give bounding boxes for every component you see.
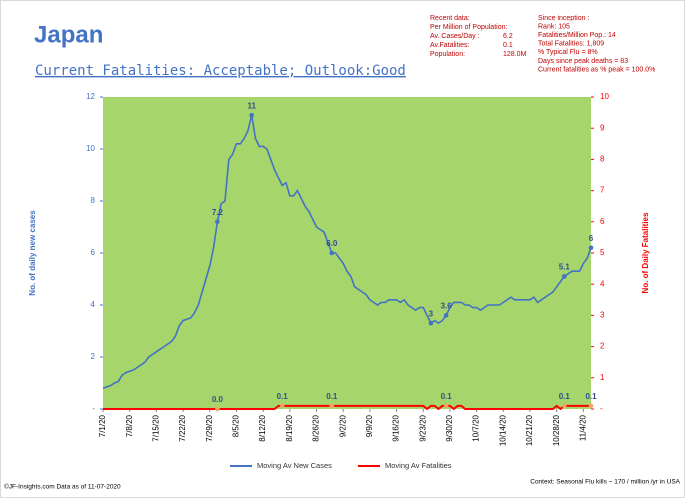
data-point (562, 403, 567, 409)
y-tick-label: 10 (86, 144, 95, 153)
chart-subtitle: Current Fatalities: Acceptable; Outlook:… (35, 63, 406, 79)
y2-tick-label: 7 (600, 186, 605, 195)
data-point (329, 250, 335, 256)
chart-title: Japan (34, 21, 103, 48)
y2-tick-label: 1 (600, 373, 605, 382)
y2-tick-label: 10 (600, 92, 609, 101)
series-line (103, 404, 591, 411)
x-tick-label: 8/19/20 (285, 414, 294, 441)
y2-tick-label: 9 (600, 123, 605, 132)
info-text: Population: (430, 51, 465, 58)
data-label: 3 (429, 309, 434, 318)
x-tick-label: 8/12/20 (258, 414, 267, 441)
x-tick-label: 7/29/20 (205, 414, 214, 441)
data-label: 11 (247, 101, 256, 110)
info-text: 6.2 (503, 33, 513, 40)
info-text: Fatalities/Million Pop.: 14 (538, 32, 616, 39)
data-point (588, 245, 594, 251)
y2-tick-label: 6 (600, 217, 605, 226)
data-point (279, 403, 285, 409)
x-tick-label: 10/7/20 (472, 414, 481, 441)
footer-right: Context: Seasonal Flu kills ~ 170 / mill… (530, 479, 680, 486)
x-tick-label: 10/21/20 (525, 414, 534, 446)
data-label: 0.0 (212, 395, 224, 404)
x-tick-label: 11/4/20 (578, 414, 587, 441)
info-text: 0.1 (503, 42, 513, 49)
x-tick-label: 8/5/20 (232, 414, 241, 437)
data-label: 3.6 (441, 302, 453, 311)
x-tick-label: 10/28/20 (552, 414, 561, 446)
x-tick-label: 7/8/20 (125, 414, 134, 437)
info-text: Days since peak deaths = 83 (538, 58, 628, 65)
y-tick-label: 6 (91, 248, 96, 257)
info-text: Total Fatalities: 1,809 (538, 41, 604, 48)
data-point (588, 403, 594, 409)
data-point (249, 112, 254, 118)
info-text: Recent data: (430, 15, 470, 22)
x-tick-label: 9/16/20 (392, 414, 401, 441)
x-tick-label: 10/14/20 (498, 414, 507, 446)
data-label: 0.1 (441, 392, 453, 401)
x-tick-label: 9/23/20 (418, 414, 427, 441)
y-tick-label: 2 (91, 352, 96, 361)
data-point (443, 403, 449, 409)
y-tick-label: 8 (91, 196, 96, 205)
x-tick-label: 9/2/20 (338, 414, 347, 437)
y-axis-title: No. of daily new cases (28, 210, 37, 296)
y2-axis-title: No. of Daily Fatalities (641, 212, 650, 293)
data-label: 0.1 (326, 392, 338, 401)
data-label: 0.1 (559, 392, 571, 401)
y2-tick-label: 3 (600, 311, 605, 320)
x-tick-label: 9/9/20 (365, 414, 374, 437)
y2-tick-label: 5 (600, 248, 605, 257)
legend-label: Moving Av New Cases (257, 461, 332, 470)
y-tick-label: 12 (86, 92, 95, 101)
y2-tick-label: 8 (600, 155, 605, 164)
x-tick-label: 9/30/20 (445, 414, 454, 441)
data-label: 0.1 (585, 392, 597, 401)
legend-label: Moving Av Fatalities (385, 461, 452, 470)
data-point (428, 320, 434, 326)
plot-area (103, 97, 591, 409)
x-tick-label: 7/15/20 (151, 414, 160, 441)
y2-tick-label: - (600, 404, 603, 413)
info-text: Rank: 105 (538, 23, 570, 30)
info-text: Since inception : (538, 15, 589, 22)
data-point (215, 219, 220, 225)
data-label: 7.2 (212, 208, 224, 217)
info-text: Av. Cases/Day : (430, 33, 480, 40)
info-text: Per Million of Population: (430, 24, 507, 31)
y-tick-label: - (92, 404, 95, 413)
y-tick-label: 4 (91, 300, 96, 309)
data-label: 0.1 (277, 392, 289, 401)
data-label: 6 (589, 234, 594, 243)
data-label: 5.1 (559, 263, 571, 272)
data-point (562, 274, 567, 279)
data-label: 6.0 (326, 239, 338, 248)
y2-tick-label: 4 (600, 279, 605, 288)
footer-left: ©JF-Insights.com Data as of 11-07-2020 (4, 483, 121, 491)
y2-tick-label: 2 (600, 342, 605, 351)
x-tick-label: 8/26/20 (312, 414, 321, 441)
data-point (443, 313, 449, 318)
x-tick-label: 7/1/20 (98, 414, 107, 437)
series-line (102, 115, 592, 389)
data-point (215, 406, 220, 412)
info-text: 128.0M (503, 51, 527, 58)
data-point (329, 403, 335, 409)
info-text: Av.Fatalities: (430, 42, 469, 49)
info-text: Current fatalities as % peak = 100.0% (538, 66, 655, 73)
info-text: % Typical Flu = 8% (538, 49, 598, 56)
x-tick-label: 7/22/20 (178, 414, 187, 441)
